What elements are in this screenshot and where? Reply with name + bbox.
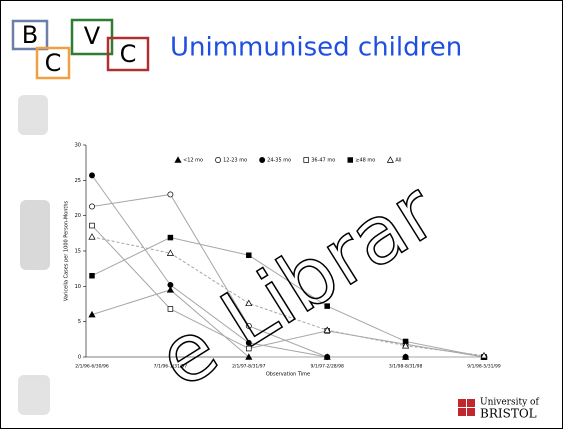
logo-square: [467, 408, 475, 416]
data-point: [88, 233, 96, 240]
logo-letter: C: [120, 40, 137, 68]
data-point: [245, 322, 252, 329]
logo-square: [458, 408, 466, 416]
logo-box: [35, 46, 71, 80]
legend-marker: [303, 157, 309, 163]
footer-logo: University of BRISTOL: [458, 398, 539, 421]
logo-square: [458, 399, 466, 407]
legend-label: 36-47 mo: [311, 158, 335, 164]
legend: <12 mo 12-23 mo 24-35 mo 36-47 mo ≥48 mo All: [174, 156, 402, 164]
legend-label: 24-35 mo: [267, 158, 291, 164]
legend-label: 12-23 mo: [223, 158, 247, 164]
slide-title: Unimmunised children: [170, 33, 462, 63]
data-point: [88, 310, 96, 318]
logo-letter: C: [45, 49, 62, 77]
logo-letter: V: [84, 22, 101, 50]
x-tick-label: 2/1/97-8/31/97: [232, 364, 266, 370]
logo-letter: B: [22, 21, 38, 49]
legend-label: ≥48 mo: [355, 158, 375, 164]
data-point: [402, 354, 409, 360]
data-point: [480, 351, 488, 359]
legend-marker: [347, 157, 354, 163]
data-point: [324, 354, 331, 360]
data-point: [89, 272, 95, 279]
series-line: [91, 236, 485, 357]
legend-item: <12 mo: [174, 156, 203, 164]
thumbnail: [18, 95, 48, 135]
series-line: [91, 225, 485, 358]
legend-item: ≥48 mo: [347, 157, 375, 164]
legend-item: All: [386, 156, 402, 164]
data-point: [323, 326, 331, 333]
footer-logo-text: University of: [480, 398, 539, 408]
y-tick-label: 0: [78, 355, 81, 361]
legend-item: 12-23 mo: [215, 157, 247, 164]
legend-item: 36-47 mo: [303, 157, 335, 164]
data-point: [167, 234, 174, 241]
chart: 0 5 10 15 20 25 30 2/1/96-6/30/96 7/1/96-1/31/97…: [64, 143, 501, 378]
logo-box: [11, 19, 49, 51]
series-line: [91, 237, 485, 358]
data-point: [245, 339, 252, 346]
legend-label: All: [395, 158, 401, 164]
y-tick-label: 25: [75, 178, 81, 184]
x-axis-label: Observation Time: [266, 372, 310, 378]
logo-box: [106, 36, 150, 72]
x-tick-label: 9/1/97-2/28/98: [310, 364, 344, 370]
data-point: [402, 341, 410, 349]
y-tick-label: 10: [75, 284, 81, 290]
data-point: [89, 203, 95, 210]
series-line: [91, 175, 484, 358]
legend-item: 24-35 mo: [259, 157, 291, 164]
data-point: [167, 281, 174, 288]
data-point: [246, 252, 252, 258]
thumbnail: [20, 200, 50, 270]
logo: B C V C: [11, 18, 150, 80]
data-point: [89, 222, 95, 229]
logo-square: [467, 399, 475, 407]
y-axis-label: Varicella Cases per 1000 Person-Months: [64, 200, 70, 301]
data-point: [245, 299, 253, 307]
legend-marker: [215, 157, 222, 163]
x-tick-label: 7/1/96-1/31/97: [154, 364, 188, 370]
y-tick-label: 15: [75, 249, 81, 255]
legend-marker: [174, 156, 182, 163]
data-point: [167, 306, 174, 312]
data-point: [246, 345, 252, 352]
data-point: [167, 191, 174, 198]
data-point: [245, 353, 253, 360]
legend-marker: [259, 157, 266, 163]
x-tick-label: 2/1/96-6/30/96: [75, 364, 109, 370]
y-tick-label: 5: [78, 319, 81, 325]
thumbnails: [18, 95, 50, 415]
data-point: [89, 172, 95, 179]
x-tick-label: 9/1/98-5/31/99: [467, 364, 501, 370]
thumbnail: [18, 375, 50, 415]
data-point: [166, 249, 174, 256]
legend-marker: [386, 156, 394, 163]
y-tick-label: 20: [75, 213, 81, 219]
legend-label: <12 mo: [183, 158, 203, 164]
y-tick-label: 30: [75, 143, 81, 149]
footer-logo-text: BRISTOL: [480, 407, 537, 421]
x-tick-label: 3/1/98-8/31/98: [389, 364, 423, 370]
data-point: [324, 303, 330, 309]
data-point: [166, 286, 174, 293]
